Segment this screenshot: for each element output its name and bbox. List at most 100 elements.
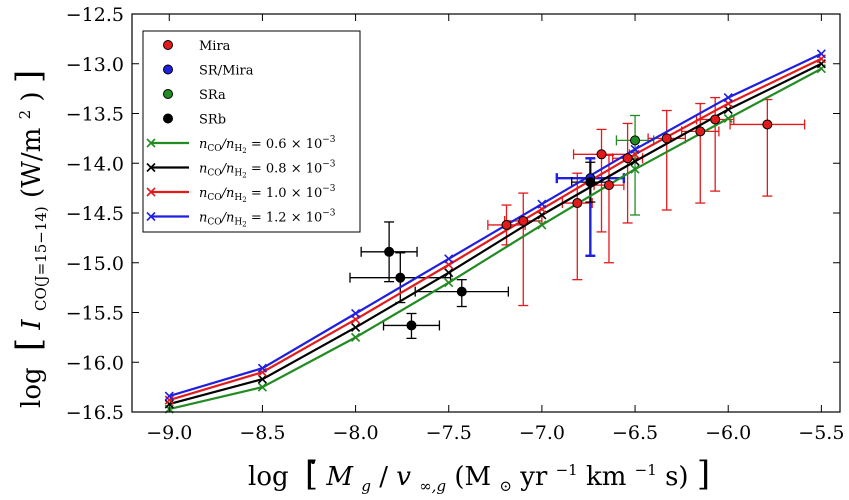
y-tick-label: −13.0 — [66, 54, 124, 76]
model-marker — [816, 49, 826, 59]
y-label-exp: 2 — [16, 110, 34, 120]
marker-stroke — [164, 395, 174, 405]
legend-model-label-h2: 2 — [242, 196, 246, 204]
data-point — [585, 177, 596, 188]
legend-label-1: SR/Mira — [199, 64, 254, 79]
data-point — [406, 320, 417, 331]
model-marker — [723, 93, 733, 103]
y-axis-label: log [ I CO(J=15−14) (W/m 2 ) ] — [7, 70, 53, 408]
legend-x — [146, 138, 156, 148]
marker-stroke — [723, 113, 733, 124]
x-tick-label: −6.5 — [612, 422, 658, 444]
legend-label-2: SRa — [199, 88, 226, 103]
legend-x — [146, 162, 156, 173]
legend-model-label-ratio: CO — [207, 169, 221, 179]
legend-model-label-main: n — [199, 186, 207, 201]
legend-model-label-den: /n — [220, 186, 235, 201]
model-line — [168, 57, 822, 402]
legend-marker-1 — [163, 64, 173, 75]
data-point — [456, 286, 467, 297]
legend-model-label-exp: −3 — [322, 135, 336, 145]
legend-label-3: SRb — [199, 113, 226, 128]
marker-stroke — [351, 322, 361, 332]
legend-model-label-ratio: CO — [207, 218, 221, 228]
y-tick-label: −15.5 — [66, 303, 124, 325]
points-srb — [384, 177, 596, 331]
legend-model-label-main: n — [199, 137, 207, 152]
model-line — [169, 67, 822, 411]
model-marker — [351, 322, 361, 332]
model-marker — [444, 268, 454, 278]
legend-model-label-h2: 2 — [242, 172, 246, 180]
y-tick-label: −13.5 — [66, 104, 124, 126]
marker-stroke — [444, 278, 454, 288]
ticks-layer: −9.0 −8.5 −8.0 −7.5 −7.0 −6.5 −6.0 −5.5 −16.5 −16… — [66, 4, 845, 444]
svg-text:log [ I CO(J: log [ I CO(J=15−14) (W/m 2 ) ] — [7, 70, 53, 408]
x-tick-label: −9.0 — [146, 422, 192, 444]
legend-model-3: nCO/nH2 = 1.2 × 10−3 — [146, 209, 336, 229]
x-label-units-open: (M — [454, 462, 491, 492]
x-label-prefix: log — [248, 462, 289, 492]
points-sra — [630, 135, 641, 146]
legend-model-label: nCO/nH2 = 1.2 × 10−3 — [199, 209, 336, 229]
legend-model-1: nCO/nH2 = 0.8 × 10−3 — [146, 160, 336, 180]
x-label-sun: ⊙ — [499, 477, 512, 495]
legend-model-label-exp: −3 — [322, 160, 336, 170]
model-marker — [630, 164, 640, 174]
x-label-slash: / — [379, 462, 388, 492]
data-point — [395, 272, 406, 283]
legend-x — [146, 187, 156, 197]
model-line — [168, 52, 822, 398]
marker-stroke — [164, 399, 174, 409]
data-point — [762, 119, 773, 130]
marker-stroke — [257, 367, 267, 377]
model-marker — [164, 391, 174, 401]
legend-model-label-den: /n — [220, 162, 235, 177]
y-tick-label: −16.0 — [66, 352, 124, 374]
svg-text:log [ M g: log [ M g / v ∞,g (M ⊙ yr −1 km −1 s) ] — [248, 452, 710, 498]
model-marker — [164, 395, 174, 405]
legend-model-label-ratio: CO — [207, 193, 221, 203]
y-label-prefix: log — [17, 367, 47, 408]
x-label-v: v — [396, 462, 411, 492]
legend-model-label-h: H — [234, 218, 242, 228]
model-marker — [630, 144, 640, 154]
model-marker — [257, 363, 267, 373]
marker-stroke — [537, 199, 547, 209]
x-tick-label: −5.5 — [798, 422, 844, 444]
marker-stroke — [257, 363, 267, 373]
data-point — [695, 126, 706, 137]
model-marker — [351, 332, 361, 342]
y-label-close: ) — [17, 91, 47, 101]
legend-model-label: nCO/nH2 = 0.8 × 10−3 — [199, 160, 336, 180]
legend-model-label-exp: −3 — [322, 209, 336, 219]
marker-stroke — [723, 93, 733, 103]
data-point — [384, 246, 395, 257]
x-tick-label: −6.0 — [705, 422, 751, 444]
legend-x — [146, 211, 156, 222]
legend-marker-2 — [163, 89, 173, 99]
legend-model-label-h: H — [234, 169, 242, 179]
legend-model-label-ratio: CO — [207, 144, 221, 154]
legend-model-2: nCO/nH2 = 1.0 × 10−3 — [146, 184, 336, 204]
legend-model-label-h2: 2 — [242, 147, 246, 155]
model-marker — [723, 113, 733, 124]
data-point — [572, 198, 583, 209]
x-label-units-mid: yr — [519, 462, 548, 492]
x-label-m: M — [325, 462, 354, 492]
model-series-0 — [164, 64, 826, 414]
marker-stroke — [630, 144, 640, 154]
y-tick-label: −14.0 — [66, 153, 124, 175]
legend-marker-0 — [163, 40, 173, 50]
points-mira — [501, 114, 773, 230]
error-bar — [503, 192, 543, 307]
model-lines-layer — [164, 49, 826, 414]
legend-model-label-den: /n — [220, 211, 235, 226]
model-marker — [537, 220, 547, 230]
x-label-sub-g: g — [361, 477, 371, 495]
model-marker — [257, 374, 267, 384]
legend-model-label-h: H — [234, 144, 242, 154]
x-label-units-km: km — [586, 462, 626, 492]
